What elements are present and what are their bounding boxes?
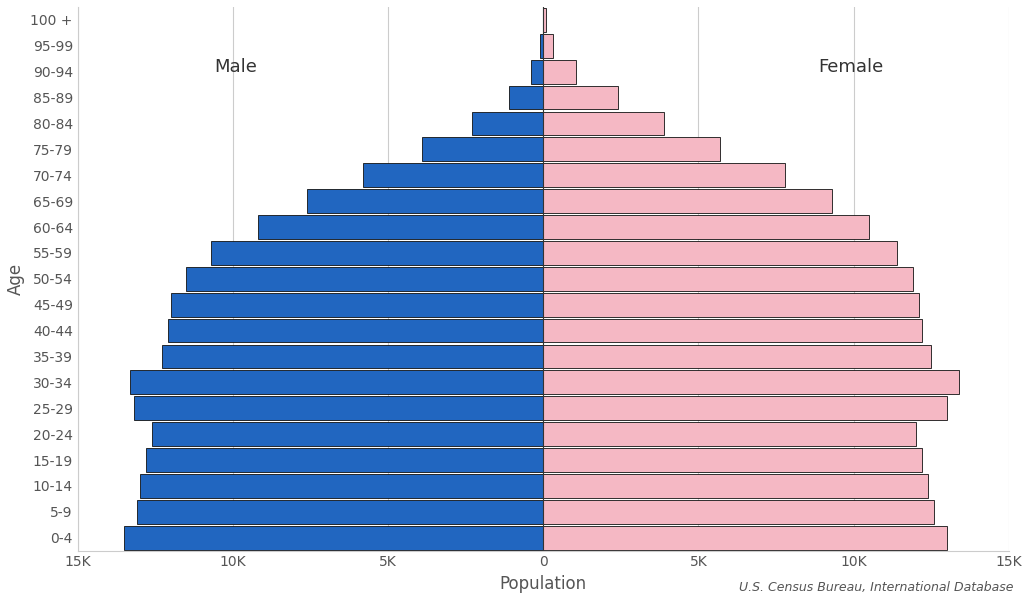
Bar — [543, 60, 576, 83]
Bar — [472, 112, 543, 136]
Bar — [543, 422, 916, 446]
Bar — [543, 241, 897, 265]
Text: Male: Male — [215, 58, 257, 76]
Bar — [257, 215, 543, 239]
Bar — [131, 370, 543, 394]
Bar — [543, 370, 959, 394]
Bar — [540, 34, 543, 58]
Bar — [543, 526, 947, 550]
Bar — [543, 319, 922, 343]
Bar — [543, 267, 913, 291]
Bar — [543, 293, 919, 317]
Bar — [543, 448, 922, 472]
Bar — [543, 215, 870, 239]
Bar — [308, 189, 543, 213]
Y-axis label: Age: Age — [7, 263, 25, 295]
Bar — [186, 267, 543, 291]
Bar — [152, 422, 543, 446]
Bar — [509, 86, 543, 109]
Bar — [168, 319, 543, 343]
X-axis label: Population: Population — [500, 575, 587, 593]
Bar — [543, 34, 554, 58]
Bar — [422, 137, 543, 161]
Bar — [171, 293, 543, 317]
Bar — [543, 397, 947, 420]
Bar — [543, 112, 665, 136]
Bar — [543, 474, 928, 498]
Bar — [134, 397, 543, 420]
Text: Female: Female — [818, 58, 883, 76]
Bar — [137, 500, 543, 524]
Bar — [543, 344, 931, 368]
Bar — [125, 526, 543, 550]
Bar — [543, 189, 831, 213]
Bar — [543, 8, 545, 32]
Bar — [146, 448, 543, 472]
Bar — [543, 163, 785, 187]
Bar — [140, 474, 543, 498]
Bar — [211, 241, 543, 265]
Bar — [162, 344, 543, 368]
Bar — [363, 163, 543, 187]
Bar — [543, 137, 720, 161]
Bar — [543, 86, 617, 109]
Text: U.S. Census Bureau, International Database: U.S. Census Bureau, International Databa… — [739, 581, 1014, 594]
Bar — [543, 500, 934, 524]
Bar — [531, 60, 543, 83]
